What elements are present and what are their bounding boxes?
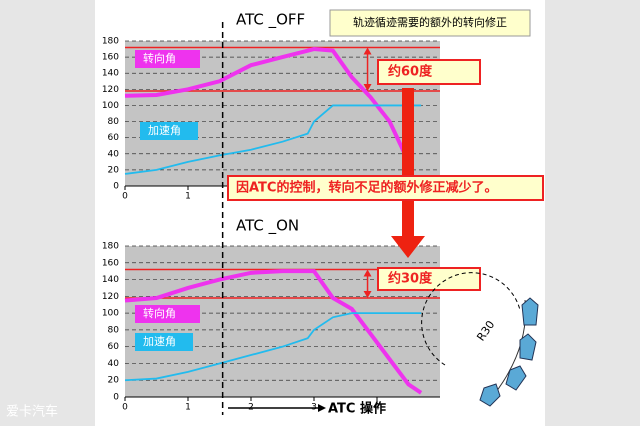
- y-tick-label: 140: [102, 275, 119, 285]
- y-tick-label: 100: [102, 309, 119, 319]
- y-tick-label: 120: [102, 85, 119, 95]
- series-line: [124, 104, 422, 175]
- y-tick-label: 60: [108, 133, 120, 143]
- x-tick-label: 4: [374, 403, 380, 413]
- x-tick-label: 0: [122, 403, 128, 413]
- legend-label: 转向角: [143, 306, 176, 320]
- y-tick-label: 180: [102, 242, 119, 252]
- arc: [421, 272, 521, 366]
- cars: [479, 297, 539, 407]
- y-tick-label: 120: [102, 292, 119, 302]
- arrow-head: [363, 291, 372, 299]
- y-tick-label: 40: [108, 149, 120, 159]
- y-tick-label: 180: [102, 37, 119, 47]
- legend-swatch: [140, 122, 198, 140]
- y-tick-label: 20: [108, 165, 120, 175]
- annotation: 约30度: [388, 271, 433, 287]
- annotation: 约60度: [388, 64, 433, 80]
- event-label: ATC 操作: [328, 401, 386, 417]
- y-tick-label: 140: [102, 69, 119, 79]
- x-tick-label: 1: [185, 192, 191, 202]
- callout: 轨迹循迹需要的额外的转向修正: [353, 15, 507, 29]
- arrow-head: [363, 47, 372, 55]
- legend-swatch: [135, 333, 193, 351]
- y-tick-label: 0: [113, 393, 119, 403]
- big-arrow: [391, 88, 425, 258]
- legend-label: 加速角: [148, 124, 181, 137]
- series-line: [124, 312, 422, 382]
- y-tick-label: 20: [108, 376, 120, 386]
- series-line: [124, 269, 423, 395]
- legend-label: 加速角: [143, 335, 176, 348]
- series-line: [124, 47, 411, 163]
- chart-title: ATC _OFF: [236, 11, 305, 30]
- y-tick-label: 60: [108, 342, 120, 352]
- y-tick-label: 100: [102, 101, 119, 111]
- y-tick-label: 160: [102, 53, 119, 63]
- y-tick-label: 160: [102, 258, 119, 268]
- legend-label: 转向角: [143, 51, 176, 65]
- event-arrow-head: [318, 404, 326, 412]
- annotation-box: [377, 267, 481, 291]
- y-tick-label: 0: [113, 182, 119, 192]
- x-tick-label: 1: [185, 403, 191, 413]
- arrow-head: [363, 83, 372, 91]
- callout-box: [227, 175, 544, 201]
- annotation-box: [377, 59, 481, 85]
- callout: 因ATC的控制，转向不足的额外修正减少了。: [236, 180, 497, 196]
- arrow-head: [363, 269, 372, 277]
- watermark: 爱卡汽车: [6, 404, 58, 420]
- chart-title: ATC _ON: [236, 217, 299, 236]
- y-tick-label: 80: [108, 117, 120, 127]
- y-tick-label: 80: [108, 325, 120, 335]
- callout-box: [329, 9, 531, 37]
- legend-swatch: [135, 305, 200, 323]
- legend-swatch: [135, 50, 200, 68]
- y-tick-label: 40: [108, 359, 120, 369]
- x-tick-label: 0: [122, 192, 128, 202]
